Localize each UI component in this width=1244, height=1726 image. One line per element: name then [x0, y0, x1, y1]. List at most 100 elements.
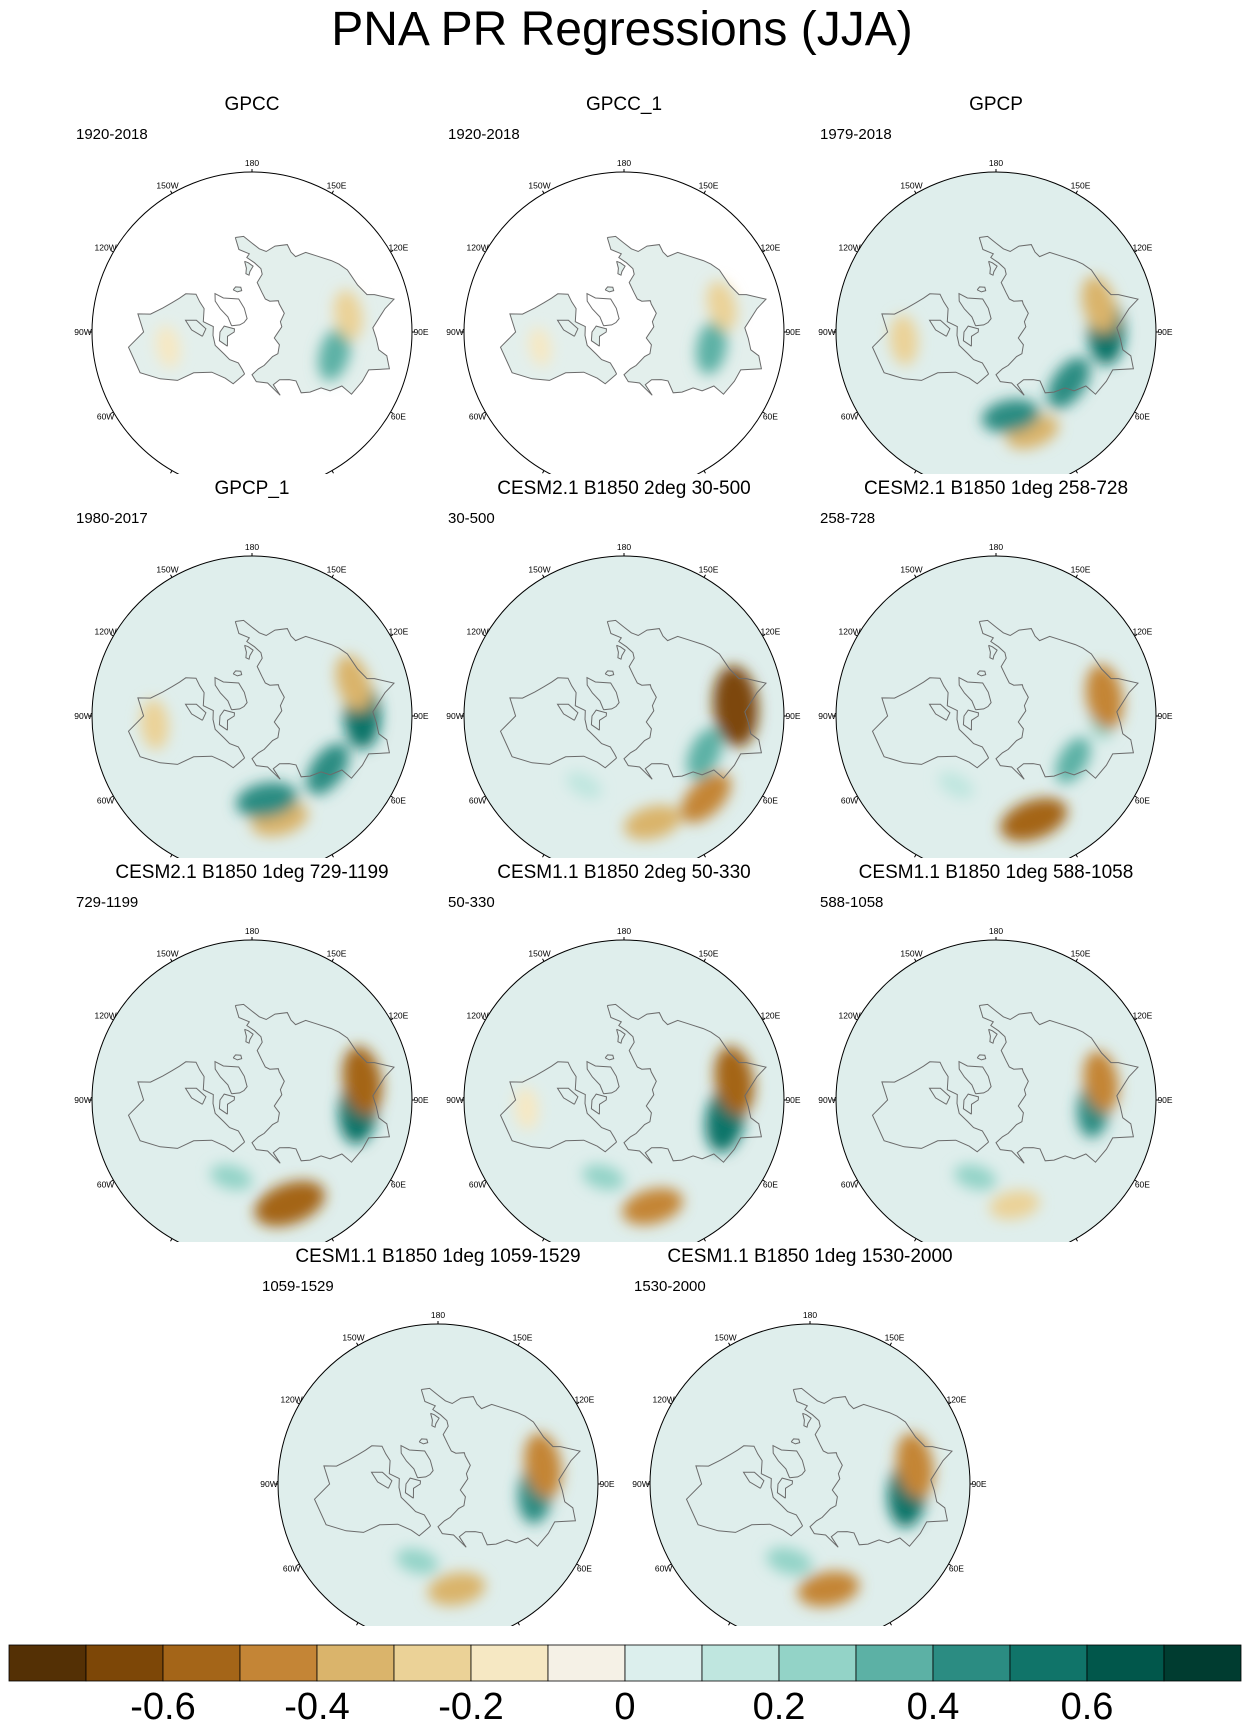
lon-label: 150E [513, 1333, 533, 1343]
lon-tick [1075, 854, 1078, 858]
lon-label: 60W [469, 796, 486, 806]
map-background [92, 940, 412, 1242]
colorbar-tick-label: -0.4 [284, 1686, 349, 1726]
coastline [127, 1061, 246, 1153]
colorbar-swatch [624, 1644, 703, 1682]
lon-tick [482, 795, 486, 798]
panel-title: CESM1.1 B1850 2deg 50-330 [497, 862, 751, 883]
coastline [218, 709, 236, 731]
map-panel-gpcp-1: GPCP_11980-2017180150E120E90E60E30E030W6… [66, 478, 438, 858]
lon-label: 180 [431, 1310, 445, 1320]
lon-label: 180 [245, 926, 259, 936]
coastline [978, 1003, 1139, 1164]
lon-tick [889, 1622, 892, 1626]
dry-anomaly [989, 1190, 1040, 1220]
lon-label: 60E [763, 796, 778, 806]
coastline [742, 1471, 765, 1489]
wet-anomaly [1047, 357, 1091, 409]
lon-tick [762, 634, 766, 637]
lon-label: 90E [1157, 711, 1172, 721]
coastline [802, 1412, 812, 1428]
wet-anomaly [695, 320, 728, 375]
map-panel-gpcc: GPCC1920-2018180150E120E90E60E30E030W60W… [66, 94, 438, 474]
lon-label: 150W [900, 181, 922, 191]
lon-label: 30E [515, 1625, 530, 1626]
lon-tick [728, 1622, 731, 1626]
coastline [556, 703, 579, 721]
lon-label: 150E [327, 565, 347, 575]
lon-tick [110, 1018, 114, 1021]
lon-label: 60W [97, 796, 114, 806]
panel-period-label: 30-500 [448, 510, 495, 527]
lon-label: 150E [1071, 565, 1091, 575]
coastline [499, 677, 618, 769]
dry-anomaly [140, 699, 169, 750]
lon-tick [854, 634, 858, 637]
lon-tick [668, 1402, 672, 1405]
lon-label: 30W [159, 857, 176, 858]
wet-anomaly [396, 1548, 439, 1575]
lon-tick [390, 795, 394, 798]
coastline [400, 1444, 434, 1479]
coastline [685, 1445, 804, 1537]
lon-tick [703, 854, 706, 858]
colorbar-swatch [316, 1644, 395, 1682]
lon-tick [1075, 958, 1078, 962]
dry-anomaly [514, 1086, 539, 1131]
dry-anomaly [797, 1571, 860, 1607]
lon-label: 30W [531, 1241, 548, 1242]
lon-label: 120W [94, 243, 116, 253]
coastline [499, 1061, 618, 1153]
lon-tick [703, 574, 706, 578]
lon-label: 180 [989, 926, 1003, 936]
lon-tick [110, 795, 114, 798]
lon-label: 90W [632, 1479, 649, 1489]
coastline [244, 1028, 254, 1044]
panel-title: GPCC_1 [585, 94, 663, 115]
map-panel-cesm11-1deg-588-1058: CESM1.1 B1850 1deg 588-1058 588-1058 180 15… [810, 862, 1182, 1242]
lon-label: 120W [466, 627, 488, 637]
lon-tick [914, 854, 917, 858]
lon-label: 90E [413, 711, 428, 721]
wet-anomaly [236, 782, 298, 818]
lon-label: 90W [74, 1095, 91, 1105]
colorbar-swatch [1009, 1644, 1088, 1682]
coastline [776, 1477, 794, 1499]
lon-label: 90E [1157, 327, 1172, 337]
dry-anomaly [706, 280, 737, 331]
lon-tick [854, 411, 858, 414]
coastline [772, 1444, 806, 1479]
colorbar-swatch [393, 1644, 472, 1682]
panel-period-label: 1980-2017 [76, 510, 148, 527]
panel-title: CESM1.1 B1850 1deg 588-1058 [858, 862, 1134, 883]
dry-anomaly [528, 327, 552, 367]
lon-tick [1134, 634, 1138, 637]
polar-map: 180150E120E90E60E30E030W60W90W120W150W [446, 926, 801, 1242]
lon-label: 120E [1132, 243, 1152, 253]
coastline [556, 1087, 579, 1105]
lon-tick [1075, 574, 1078, 578]
lon-tick [948, 1402, 952, 1405]
dry-anomaly [1085, 664, 1124, 730]
lon-label: 90W [260, 1479, 277, 1489]
coastline [928, 319, 951, 337]
lon-label: 150E [327, 949, 347, 959]
lon-label: 150E [885, 1333, 905, 1343]
coastline [976, 1054, 987, 1061]
coastline [127, 293, 246, 385]
lon-label: 120W [466, 243, 488, 253]
lon-tick [110, 250, 114, 253]
wet-anomaly [582, 1164, 625, 1191]
dry-anomaly [427, 1572, 486, 1606]
coastline [962, 709, 980, 731]
coastline [790, 1438, 801, 1445]
lon-tick [390, 634, 394, 637]
lon-label: 90W [74, 711, 91, 721]
lon-tick [296, 1563, 300, 1566]
coastline [218, 1093, 236, 1115]
lon-label: 60W [469, 1180, 486, 1190]
coastline [978, 619, 1139, 780]
colorbar-tick-label: 0.6 [1061, 1686, 1114, 1726]
lon-label: 30E [701, 1241, 716, 1242]
lon-label: 150W [342, 1333, 364, 1343]
